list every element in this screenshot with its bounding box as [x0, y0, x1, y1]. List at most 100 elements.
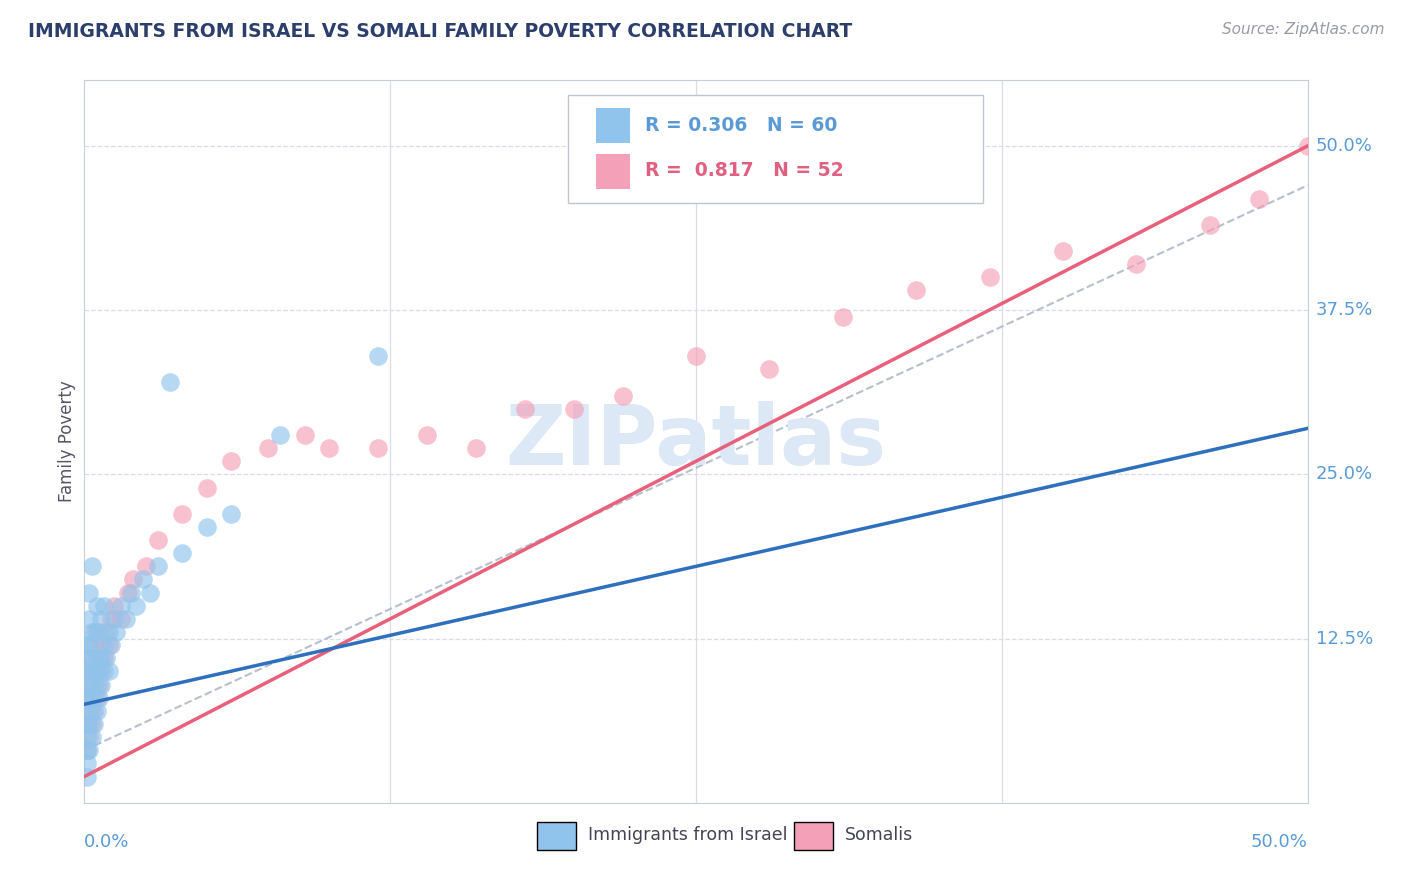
Point	[146, 559, 169, 574]
Point	[80, 559, 103, 574]
Point	[103, 599, 125, 613]
Point	[76, 730, 98, 744]
Point	[87, 677, 110, 691]
Text: Somalis: Somalis	[845, 826, 914, 845]
Text: IMMIGRANTS FROM ISRAEL VS SOMALI FAMILY POVERTY CORRELATION CHART: IMMIGRANTS FROM ISRAEL VS SOMALI FAMILY …	[28, 22, 852, 41]
Point	[76, 743, 98, 757]
Point	[77, 677, 100, 691]
Point	[219, 454, 242, 468]
Point	[758, 362, 780, 376]
Point	[77, 690, 100, 705]
Point	[120, 585, 142, 599]
Point	[100, 612, 122, 626]
Point	[1247, 192, 1270, 206]
Text: R =  0.817   N = 52: R = 0.817 N = 52	[644, 161, 844, 180]
Point	[76, 690, 98, 705]
Text: 50.0%: 50.0%	[1251, 833, 1308, 851]
Text: Source: ZipAtlas.com: Source: ZipAtlas.com	[1222, 22, 1385, 37]
Point	[159, 376, 181, 390]
Point	[90, 638, 112, 652]
Point	[83, 625, 105, 640]
Point	[1052, 244, 1074, 258]
Point	[76, 717, 98, 731]
FancyBboxPatch shape	[568, 95, 983, 203]
Point	[219, 507, 242, 521]
Text: 12.5%: 12.5%	[1316, 630, 1374, 648]
Point	[90, 651, 112, 665]
Point	[125, 599, 148, 613]
Point	[83, 665, 105, 679]
Point	[77, 638, 100, 652]
Point	[76, 677, 98, 691]
Point	[132, 573, 155, 587]
FancyBboxPatch shape	[537, 822, 576, 850]
Text: 50.0%: 50.0%	[1316, 137, 1372, 155]
Point	[135, 559, 157, 574]
Point	[87, 665, 110, 679]
Point	[257, 441, 280, 455]
Point	[269, 428, 291, 442]
Point	[103, 612, 125, 626]
Point	[105, 625, 128, 640]
Point	[86, 704, 108, 718]
Text: ZIPatlas: ZIPatlas	[506, 401, 886, 482]
Point	[80, 651, 103, 665]
Text: 25.0%: 25.0%	[1316, 466, 1374, 483]
Point	[1125, 257, 1147, 271]
Point	[612, 388, 634, 402]
Point	[96, 625, 118, 640]
Point	[416, 428, 439, 442]
Point	[294, 428, 316, 442]
Point	[86, 625, 108, 640]
Point	[97, 665, 120, 679]
FancyBboxPatch shape	[596, 154, 630, 189]
Point	[96, 651, 118, 665]
Point	[76, 770, 98, 784]
Point	[122, 573, 145, 587]
Point	[97, 638, 120, 652]
Point	[77, 665, 100, 679]
FancyBboxPatch shape	[794, 822, 832, 850]
Point	[77, 585, 100, 599]
Point	[685, 349, 707, 363]
Point	[97, 625, 120, 640]
Point	[86, 651, 108, 665]
Point	[90, 665, 112, 679]
Point	[115, 612, 138, 626]
Point	[83, 704, 105, 718]
Point	[146, 533, 169, 547]
Point	[77, 704, 100, 718]
Point	[87, 651, 110, 665]
Point	[139, 585, 162, 599]
Point	[110, 599, 132, 613]
Point	[83, 717, 105, 731]
Point	[86, 665, 108, 679]
Point	[80, 730, 103, 744]
Point	[80, 677, 103, 691]
Point	[76, 638, 98, 652]
Point	[979, 270, 1001, 285]
Point	[172, 546, 194, 560]
Point	[76, 690, 98, 705]
Point	[86, 677, 108, 691]
Point	[513, 401, 536, 416]
Point	[367, 349, 389, 363]
Point	[76, 756, 98, 771]
Y-axis label: Family Poverty: Family Poverty	[58, 381, 76, 502]
Point	[100, 638, 122, 652]
Point	[464, 441, 486, 455]
Point	[93, 665, 115, 679]
Point	[93, 638, 115, 652]
Point	[80, 717, 103, 731]
Point	[83, 677, 105, 691]
Point	[76, 704, 98, 718]
Point	[172, 507, 194, 521]
Point	[93, 651, 115, 665]
Point	[80, 704, 103, 718]
Text: 0.0%: 0.0%	[84, 833, 129, 851]
Point	[195, 520, 218, 534]
Point	[367, 441, 389, 455]
Point	[83, 690, 105, 705]
Point	[80, 665, 103, 679]
Point	[90, 677, 112, 691]
